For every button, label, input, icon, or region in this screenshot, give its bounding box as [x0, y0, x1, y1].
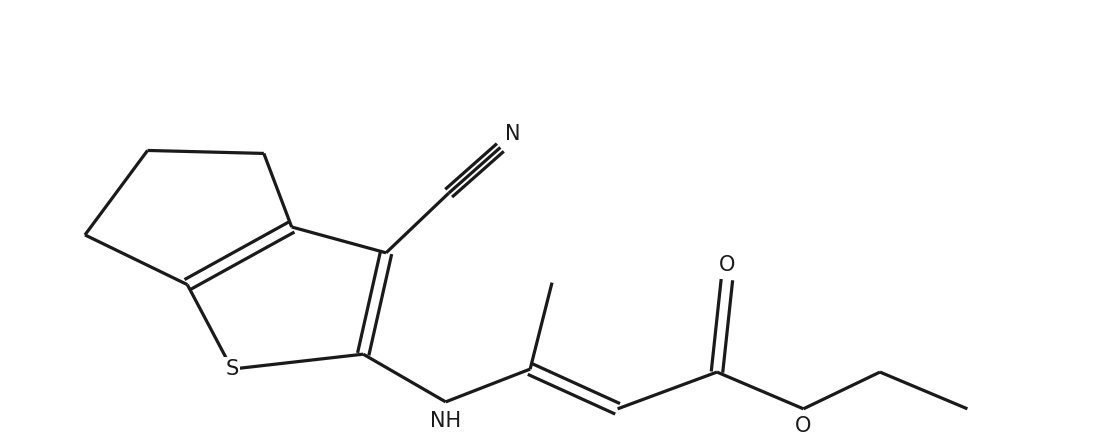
- Text: NH: NH: [430, 411, 462, 431]
- Text: S: S: [225, 359, 239, 379]
- Text: O: O: [719, 255, 735, 275]
- Text: N: N: [505, 124, 519, 144]
- Text: O: O: [795, 416, 811, 436]
